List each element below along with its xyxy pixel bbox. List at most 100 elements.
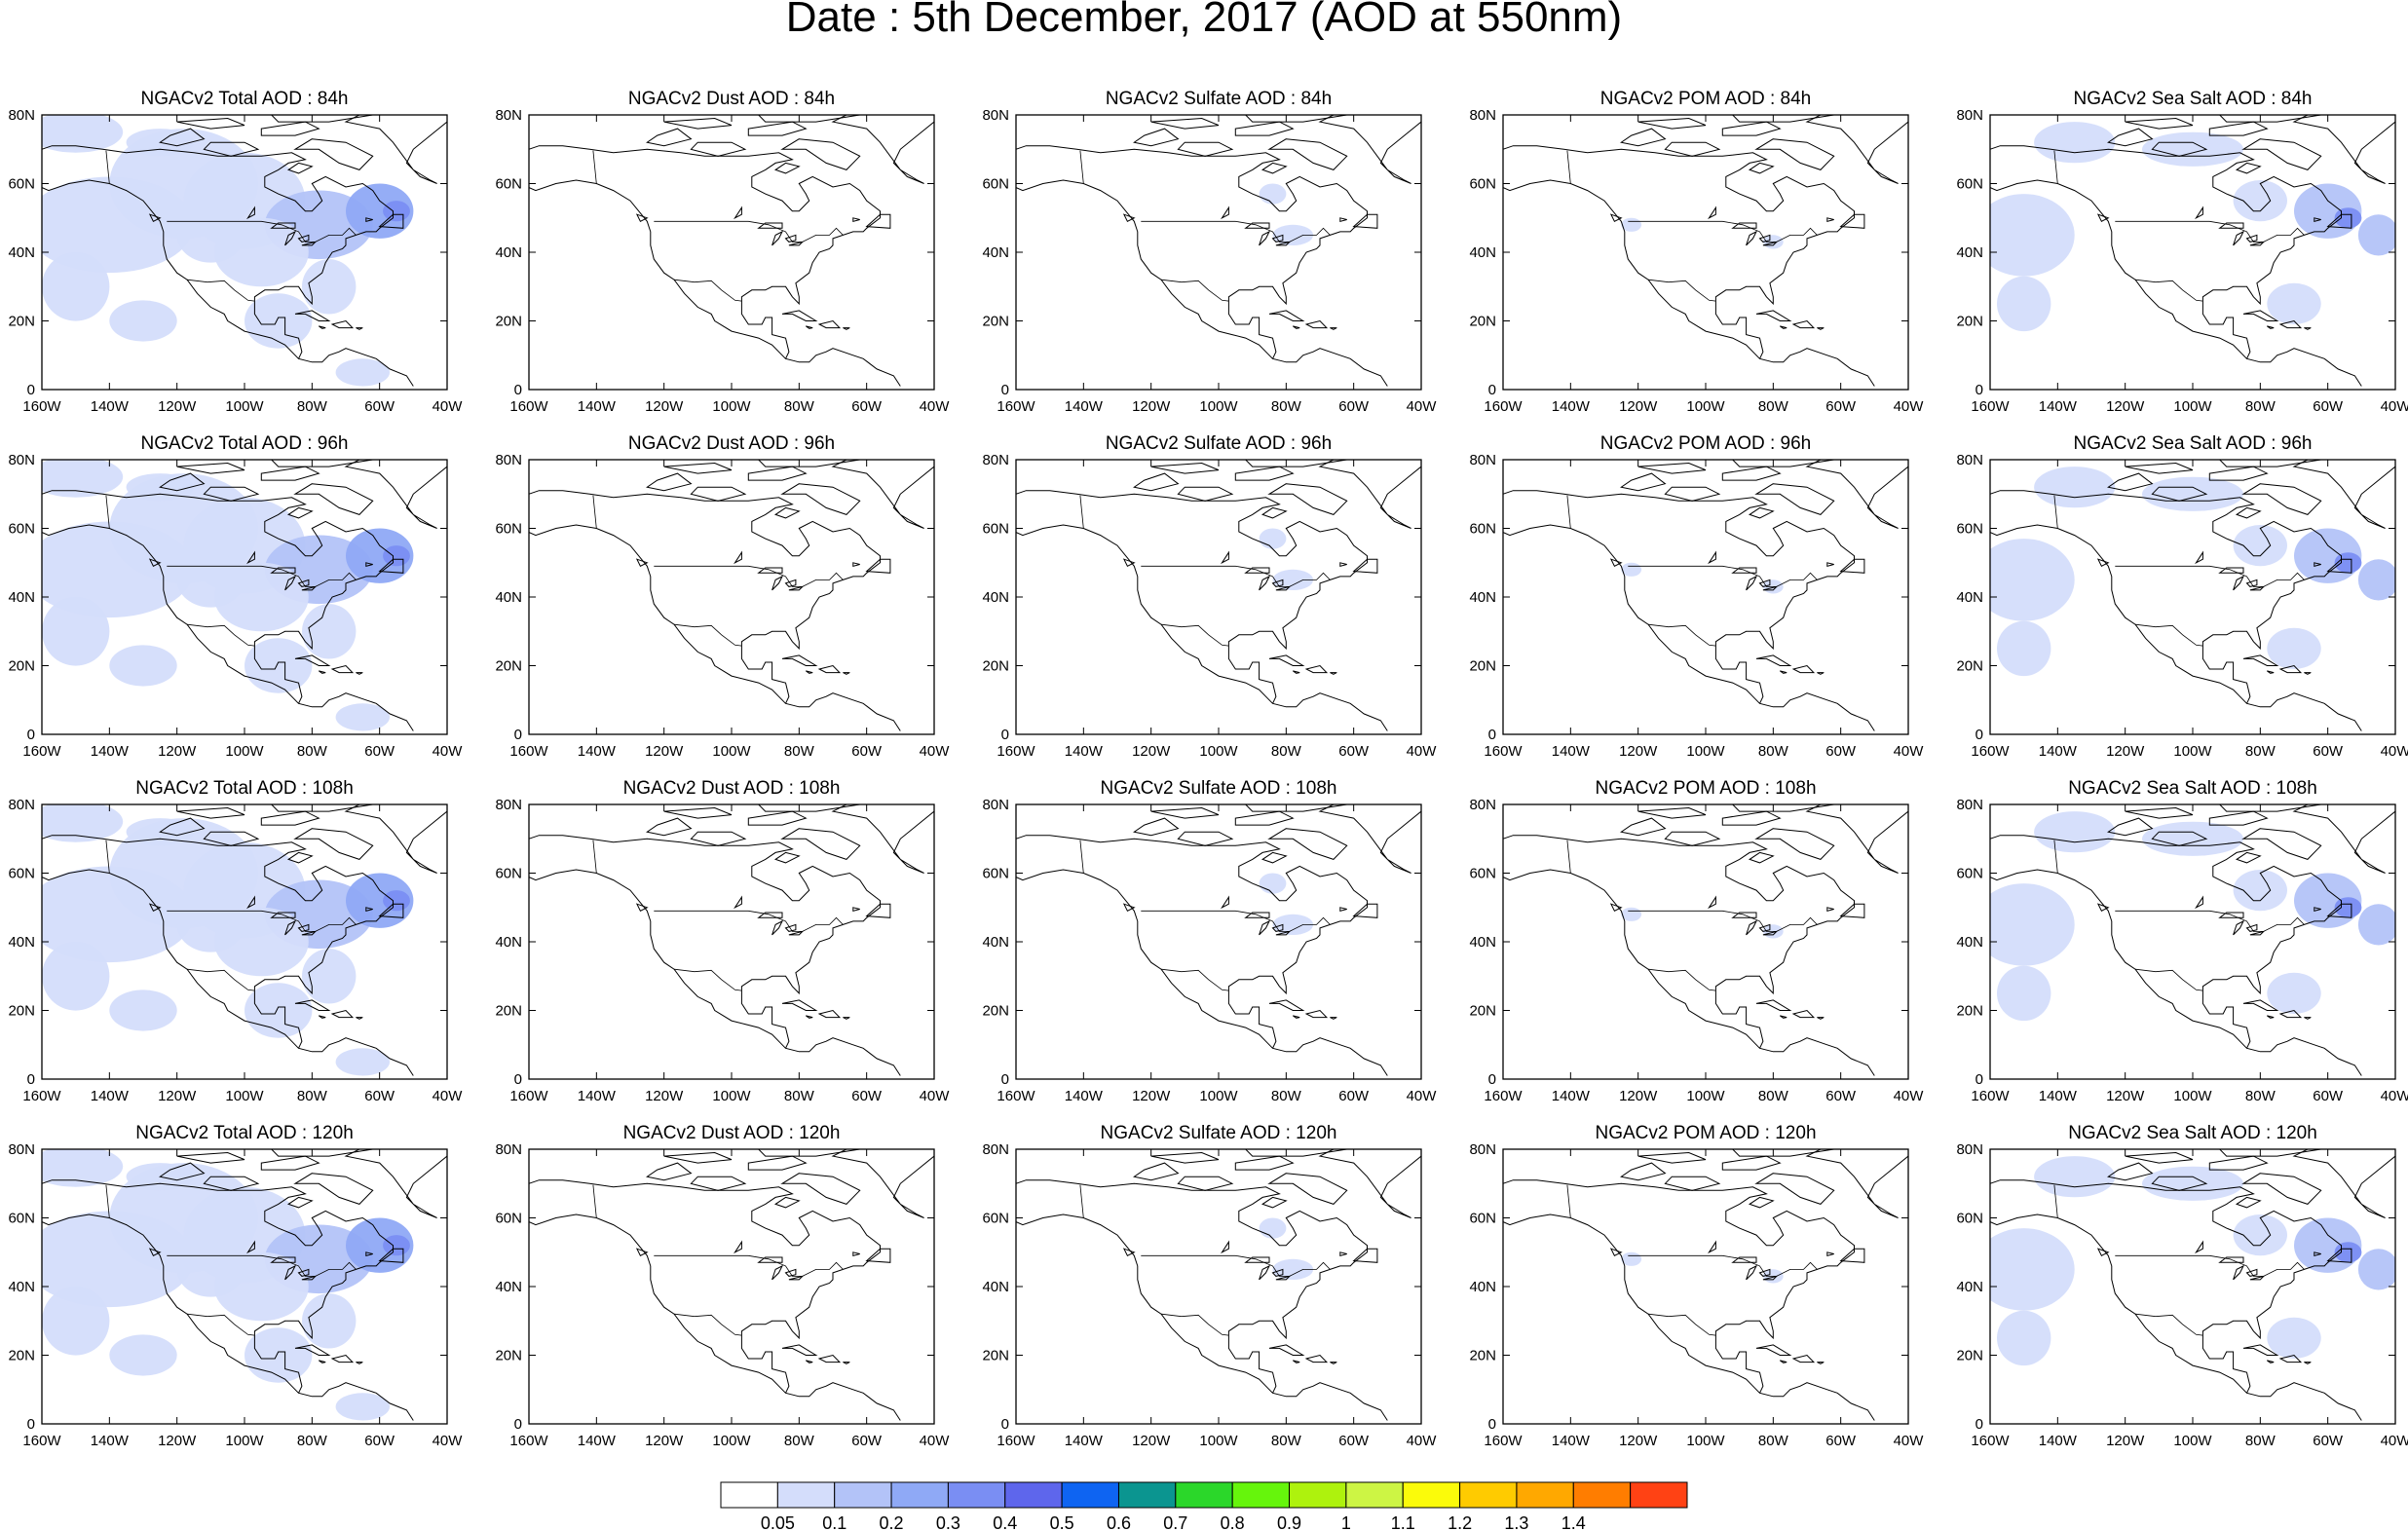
country-border [105, 150, 110, 184]
map-background [1503, 1149, 1908, 1424]
island-outline [1620, 128, 1667, 147]
lake-outline [1758, 234, 1771, 243]
island-outline [2208, 466, 2269, 481]
aod-field-cell [2034, 1156, 2116, 1198]
y-tick-label: 40N [8, 934, 35, 951]
y-tick-label: 60N [8, 866, 35, 882]
island-outline [2242, 1344, 2279, 1356]
island-outline [1754, 828, 1835, 860]
island-outline [635, 1248, 649, 1256]
lake-outline [1271, 1268, 1284, 1277]
island-outline [2151, 831, 2208, 846]
island-outline [1721, 810, 1782, 826]
colorbar-swatch [1516, 1481, 1574, 1509]
aod-field-cell [176, 552, 245, 608]
y-tick-label: 0 [1001, 727, 1009, 743]
coastline [529, 490, 881, 704]
x-tick-label: 40W [1894, 1433, 1925, 1449]
aod-field-cell [2334, 897, 2362, 918]
island-outline [294, 654, 331, 666]
coastline [1503, 145, 1855, 359]
x-tick-label: 40W [2381, 743, 2408, 760]
colorbar-label: 0.4 [993, 1513, 1017, 1531]
x-tick-label: 160W [22, 1088, 61, 1104]
x-tick-label: 100W [712, 1433, 751, 1449]
island-outline [1339, 562, 1347, 567]
island-outline [1293, 670, 1300, 674]
coastline [1016, 524, 1388, 731]
lake-outline [771, 919, 784, 936]
island-outline [1731, 115, 1834, 123]
colorbar-swatch [1572, 1481, 1632, 1509]
coastline-layer [1503, 804, 1908, 1076]
island-outline [1721, 121, 1782, 136]
y-tick-label: 60N [1956, 521, 1983, 538]
lake-outline [734, 895, 742, 910]
coastline [1990, 835, 2342, 1049]
lake-outline [1271, 234, 1284, 243]
island-outline [1620, 472, 1667, 492]
colorbar-swatch [947, 1481, 1006, 1509]
lake-outline [1244, 567, 1270, 574]
x-tick-label: 40W [433, 398, 464, 415]
x-tick-label: 100W [2173, 1088, 2212, 1104]
island-outline [1817, 672, 1825, 675]
aod-field-cell [2142, 821, 2243, 856]
island-outline [1731, 1149, 1834, 1157]
x-tick-label: 60W [1338, 743, 1370, 760]
y-tick-label: 80N [982, 452, 1009, 468]
y-tick-label: 0 [27, 1416, 35, 1433]
y-tick-label: 40N [1469, 244, 1496, 261]
x-tick-label: 160W [509, 743, 548, 760]
map-panel-1-2: NGACv2 Dust AOD : 84h 160W 140W 120W 100W 80W… [495, 89, 950, 415]
x-tick-label: 120W [2106, 1088, 2145, 1104]
island-outline [1780, 1015, 1787, 1019]
country-border [1161, 279, 1229, 302]
coastline-layer [1016, 804, 1421, 1076]
x-tick-label: 80W [1271, 398, 1302, 415]
lake-outline [2245, 234, 2258, 243]
y-tick-label: 40N [1956, 244, 1983, 261]
y-tick-label: 20N [982, 314, 1009, 330]
x-tick-label: 60W [1825, 743, 1857, 760]
coastline [529, 524, 901, 731]
x-tick-label: 120W [645, 1433, 684, 1449]
island-outline [1122, 1248, 1136, 1256]
x-tick-label: 40W [920, 743, 951, 760]
colorbar-label: 1.1 [1391, 1513, 1415, 1531]
map-panel-1-4: NGACv2 POM AOD : 84h 160W 140W 120W 100W 80W 6… [1469, 89, 1924, 415]
y-tick-label: 40N [982, 934, 1009, 951]
country-border [2135, 279, 2203, 302]
island-outline [757, 460, 860, 467]
country-border [1566, 1184, 1571, 1218]
country-border [1628, 1254, 1818, 1277]
coastline [1990, 869, 2362, 1076]
island-outline [747, 810, 808, 826]
x-tick-label: 160W [22, 743, 61, 760]
colorbar-swatch [1459, 1481, 1518, 1509]
lake-outline [1221, 550, 1229, 565]
island-outline [2235, 162, 2262, 174]
aod-field-cell [2142, 131, 2243, 167]
x-tick-label: 160W [1971, 1088, 2010, 1104]
island-outline [319, 1360, 326, 1363]
map-background [1503, 460, 1908, 734]
x-tick-label: 40W [2381, 1088, 2408, 1104]
lake-outline [1762, 585, 1779, 591]
lake-outline [2218, 1256, 2244, 1263]
coastline [42, 869, 414, 1076]
island-outline [757, 804, 860, 812]
panel-title: NGACv2 POM AOD : 84h [1600, 89, 1811, 109]
map-panel-2-4: NGACv2 POM AOD : 96h 160W 140W 120W 100W 80W 6… [1469, 433, 1924, 760]
lake-outline [1244, 222, 1270, 229]
y-tick-label: 40N [495, 1279, 522, 1295]
country-border [1648, 279, 1716, 302]
x-tick-label: 60W [1338, 1088, 1370, 1104]
lake-outline [1275, 585, 1292, 591]
colorbar-label: 1.3 [1504, 1513, 1528, 1531]
island-outline [1122, 558, 1136, 567]
x-tick-label: 80W [1271, 1088, 1302, 1104]
aod-field-cell [1997, 276, 2051, 332]
aod-field-cell [42, 804, 124, 842]
coastline [1990, 524, 2362, 731]
